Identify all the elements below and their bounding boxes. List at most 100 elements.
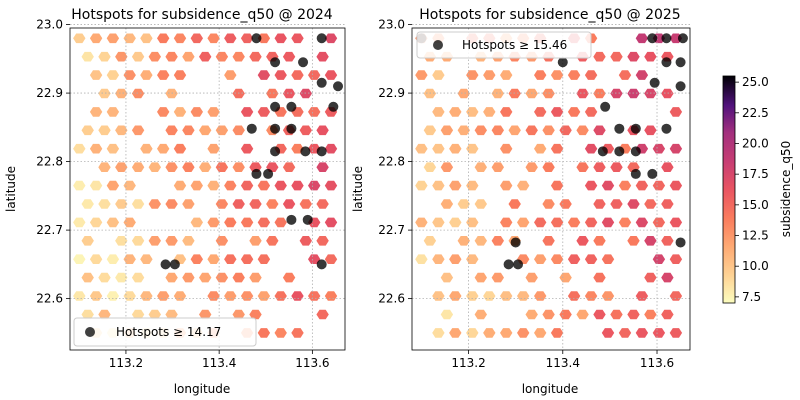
hexbin-cell (282, 199, 296, 209)
hexbin-cell (224, 70, 237, 80)
hexbin-cell (316, 162, 329, 172)
hexbin-cell (240, 180, 254, 191)
hexbin-cell (106, 107, 120, 117)
hexbin-cell (635, 328, 649, 338)
hexbin-cell (432, 217, 445, 228)
hexbin-cell (215, 51, 229, 62)
hexbin-cell (324, 180, 338, 191)
hexbin-cell (182, 125, 195, 136)
hexbin-cell (500, 107, 513, 117)
hexbin-cell (415, 217, 428, 228)
y-tick-label: 22.6 (36, 292, 63, 306)
hexbin-cell (173, 291, 187, 301)
hotspot-point (263, 168, 274, 179)
hexbin-cell (593, 162, 606, 172)
hexbin-cell (89, 143, 103, 154)
hexbin-cell (215, 125, 229, 136)
hexbin-cell (466, 217, 479, 228)
x-tick-label: 113.2 (451, 356, 485, 370)
hexbin-cell (449, 254, 462, 264)
hexbin-cell (131, 272, 145, 283)
hexbin-cell (165, 236, 178, 246)
hotspot-point (675, 237, 686, 248)
colorbar-tick-label: 7.5 (742, 290, 761, 304)
hexbin-cell (89, 107, 103, 117)
hexbin-cell (550, 328, 564, 338)
hotspot-point (661, 33, 672, 44)
hexbin-cell (584, 70, 598, 80)
hexbin-cell (308, 254, 321, 264)
y-tick-label: 22.8 (36, 155, 63, 169)
hexbin-cell (148, 309, 161, 320)
hexbin-cell (257, 70, 271, 80)
hexbin-cell (661, 162, 674, 172)
hexbin-cell (534, 217, 547, 228)
hexbin-cell (123, 217, 136, 228)
hexbin-cell (576, 125, 589, 136)
hotspot-point (513, 259, 524, 270)
hexbin-cell (610, 199, 623, 209)
hexbin-cell (593, 51, 606, 62)
hexbin-cell (542, 236, 555, 246)
hexbin-cell (601, 328, 615, 338)
hotspot-point (675, 81, 686, 92)
hexbin-cell (601, 180, 615, 191)
hotspot-point (510, 237, 521, 248)
hexbin-cell (106, 217, 120, 228)
hexbin-cell (534, 328, 547, 338)
hexbin-cell (669, 328, 683, 338)
hexbin-cell (550, 217, 564, 228)
hexbin-cell (274, 33, 287, 44)
hexbin-cell (652, 254, 666, 264)
hexbin-cell (534, 70, 547, 80)
hotspot-point (328, 101, 339, 112)
colorbar-label: subsidence_q50 (779, 141, 793, 238)
hexbin-cell (140, 254, 153, 264)
hexbin-cell (669, 217, 683, 228)
hexbin-cell (584, 254, 598, 264)
x-tick-label: 113.6 (640, 356, 674, 370)
hexbin-cell (274, 217, 287, 228)
plot-area (412, 24, 690, 350)
hotspot-point (503, 259, 514, 270)
hotspot-point (675, 57, 686, 68)
hexbin-cell (449, 107, 462, 117)
hexbin-cell (432, 70, 445, 80)
hexbin-cell (669, 143, 683, 154)
hexbin-cell (89, 180, 103, 191)
hotspot-point (300, 146, 311, 157)
hexbin-cell (449, 180, 462, 191)
hexbin-cell (415, 254, 428, 264)
y-axis-label: latitude (351, 166, 365, 212)
hexbin-cell (534, 254, 547, 264)
hotspot-point (649, 77, 660, 88)
hexbin-cell (584, 291, 598, 301)
hexbin-cell (73, 143, 86, 154)
hexbin-cell (123, 291, 136, 301)
hexbin-cell (131, 309, 145, 320)
hexbin-cell (324, 254, 338, 264)
hotspot-point (661, 123, 672, 134)
hexbin-cell (232, 88, 245, 99)
hotspot-point (270, 101, 281, 112)
legend-marker (433, 40, 443, 50)
hexbin-cell (207, 217, 220, 228)
hexbin-cell (500, 291, 513, 301)
x-tick-label: 113.4 (546, 356, 580, 370)
hexbin-cell (81, 125, 94, 136)
hexbin-cell (316, 199, 329, 209)
hexbin-cell (576, 162, 589, 172)
hexbin-cell (466, 143, 479, 154)
hexbin-cell (542, 199, 555, 209)
hexbin-cell (73, 254, 86, 264)
hexbin-cell (483, 107, 496, 117)
hexbin-cell (249, 199, 262, 209)
hexbin-cell (73, 33, 86, 44)
hexbin-cell (224, 217, 237, 228)
axes-frame (411, 27, 691, 351)
hexbin-cell (115, 125, 128, 136)
hexbin-cell (123, 70, 136, 80)
hexbin-cell (584, 143, 598, 154)
hexbin-cell (157, 33, 170, 44)
hexbin-cell (257, 180, 271, 191)
